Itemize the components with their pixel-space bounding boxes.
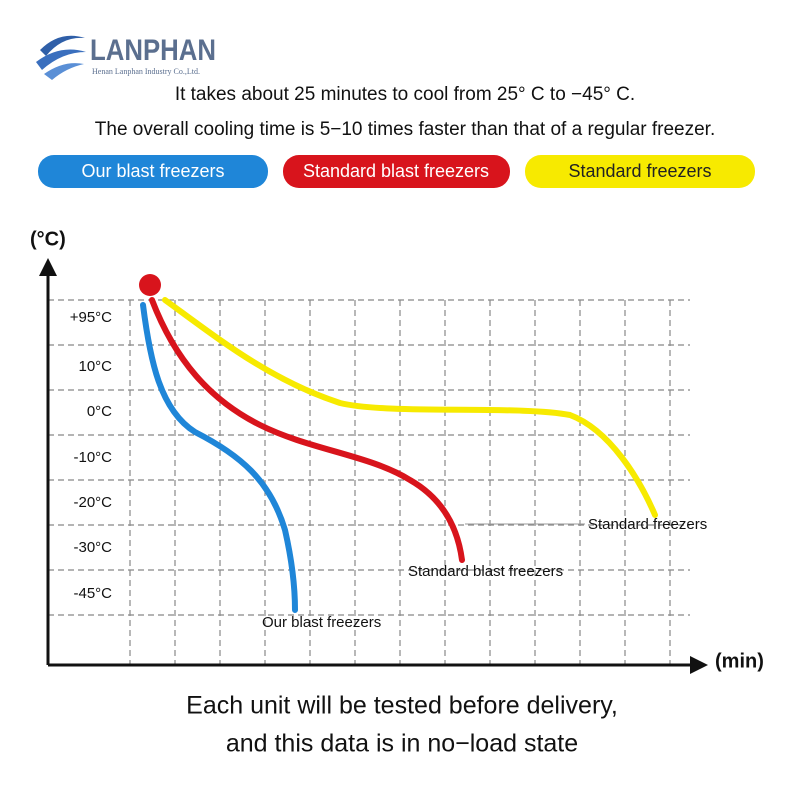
curve-our-blast — [140, 302, 298, 613]
grid — [48, 299, 690, 665]
y-tick-label: -30°C — [73, 539, 112, 556]
legend-pill — [283, 155, 510, 188]
logo-swoosh — [44, 63, 84, 80]
legend-label: Our blast freezers — [81, 161, 224, 181]
y-tick-label: 10°C — [78, 358, 112, 375]
intro-text: The overall cooling time is 5−10 times f… — [95, 119, 715, 140]
y-tick-label: -45°C — [73, 585, 112, 602]
logo-name: LANPHAN — [90, 34, 216, 67]
y-axis-label: (°C) — [30, 228, 66, 250]
legend-pill — [38, 155, 268, 188]
logo-swoosh — [40, 35, 85, 56]
y-tick-label: 0°C — [87, 403, 112, 420]
curve-standard-blast — [149, 297, 465, 563]
logo-company: Henan Lanphan Industry Co.,Ltd. — [92, 67, 200, 76]
y-tick-label: +95°C — [70, 309, 112, 326]
curve-label: Our blast freezers — [262, 614, 381, 631]
y-tick-label: -10°C — [73, 449, 112, 466]
curve-label: Standard blast freezers — [408, 563, 563, 580]
y-tick-label: -20°C — [73, 494, 112, 511]
footer-text: and this data is in no−load state — [226, 730, 578, 758]
footer-text: Each unit will be tested before delivery… — [186, 692, 618, 720]
x-axis-arrow — [690, 656, 708, 674]
logo: LANPHAN Henan Lanphan Industry Co.,Ltd. — [36, 34, 216, 80]
legend-label: Standard freezers — [568, 161, 711, 181]
start-dot — [139, 274, 161, 296]
logo-swoosh — [36, 49, 86, 70]
x-axis-label: (min) — [715, 650, 764, 672]
curve-standard-freezers — [162, 297, 658, 518]
y-axis-arrow — [39, 258, 57, 276]
legend-pill — [525, 155, 755, 188]
curve-label: Standard freezers — [588, 516, 707, 533]
legend-label: Standard blast freezers — [303, 161, 489, 181]
intro-text: It takes about 25 minutes to cool from 2… — [175, 84, 635, 105]
